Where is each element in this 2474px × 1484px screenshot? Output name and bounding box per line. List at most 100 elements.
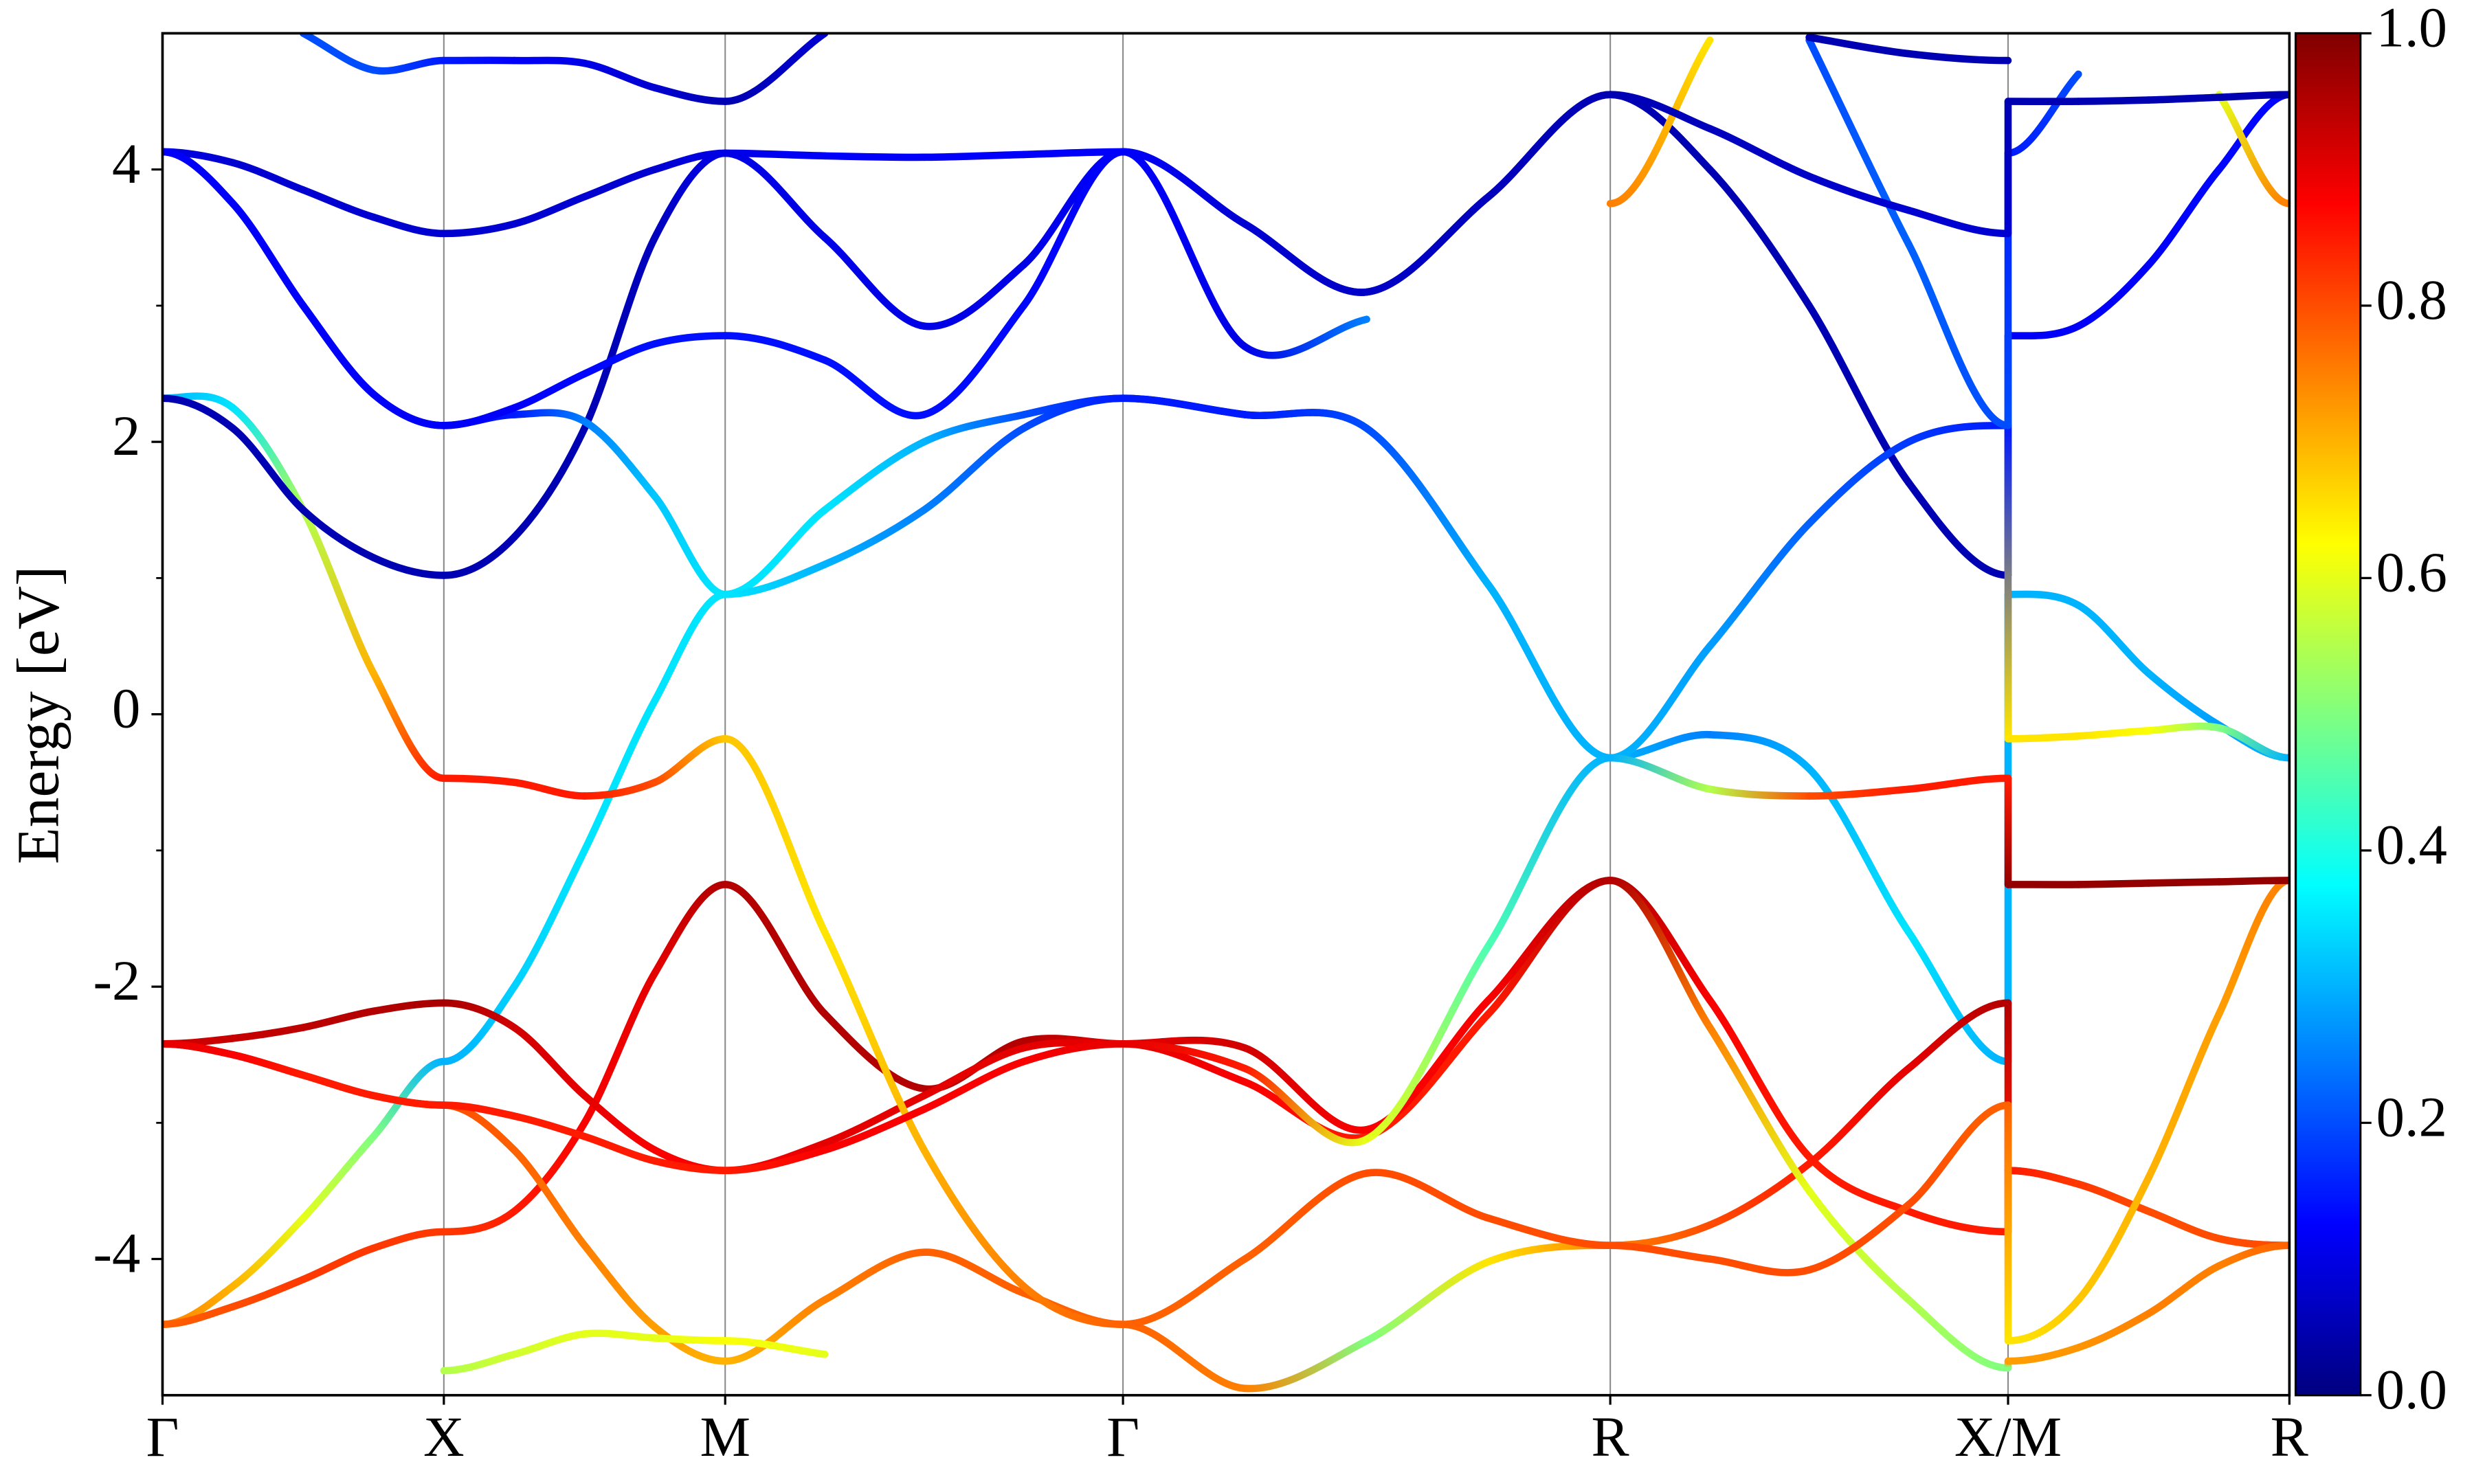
band-segment bbox=[1905, 999, 2012, 1072]
colorbar bbox=[2294, 32, 2362, 1397]
band-segment bbox=[721, 734, 829, 936]
band-segment bbox=[1606, 877, 1714, 1031]
band-segment bbox=[1241, 220, 1370, 296]
x-tick-label: X bbox=[423, 1405, 465, 1468]
band-segment bbox=[1905, 1207, 2012, 1236]
band-segment bbox=[821, 928, 928, 1154]
band-segment bbox=[299, 186, 377, 221]
band-segment bbox=[651, 1323, 729, 1365]
band-segment bbox=[1241, 315, 1370, 359]
band-segment bbox=[651, 590, 729, 705]
band-segment bbox=[581, 697, 659, 855]
band-segment bbox=[510, 1024, 588, 1099]
band-segment bbox=[1484, 91, 1614, 201]
band-segment bbox=[1905, 928, 2012, 1066]
colorbar-tick-label: 0.6 bbox=[2376, 540, 2447, 603]
band-segment bbox=[440, 533, 518, 579]
band-segment bbox=[370, 669, 448, 783]
band-segment bbox=[1241, 1169, 1370, 1263]
band-segment bbox=[1119, 1320, 1249, 1393]
band-segment bbox=[1706, 124, 1813, 180]
band-segment bbox=[1706, 731, 1813, 773]
band-segment bbox=[651, 84, 729, 105]
band-segment bbox=[821, 1248, 928, 1304]
x-tick-label: Γ bbox=[146, 1405, 179, 1468]
band-segment bbox=[440, 982, 518, 1066]
band-segment bbox=[1363, 1258, 1493, 1345]
band-segment bbox=[2004, 590, 2082, 609]
band-segment bbox=[2145, 1262, 2223, 1318]
band-segment bbox=[821, 1092, 928, 1147]
band-segment bbox=[1905, 479, 2012, 579]
band-segment bbox=[1484, 754, 1614, 949]
band-segment bbox=[1905, 1296, 2012, 1372]
band-segment bbox=[1805, 438, 1913, 528]
band-segment bbox=[721, 1146, 829, 1174]
band-segment bbox=[581, 166, 659, 201]
band-segment bbox=[1905, 1101, 2012, 1208]
band-segment bbox=[510, 1146, 588, 1250]
band-segment bbox=[1484, 877, 1614, 1004]
band-segment bbox=[1805, 1200, 1913, 1274]
grid bbox=[161, 33, 2291, 1395]
band-segment bbox=[440, 774, 518, 787]
band-segment bbox=[581, 1329, 659, 1342]
band-segment bbox=[1905, 422, 2012, 446]
band-segment bbox=[920, 302, 1027, 418]
band-segment bbox=[1020, 394, 1127, 432]
band-segment bbox=[1363, 942, 1493, 1143]
band-segment bbox=[510, 1330, 588, 1358]
band-segment bbox=[370, 390, 448, 429]
band-segment bbox=[1241, 1044, 1370, 1134]
band-segment bbox=[651, 1157, 729, 1174]
band-segment bbox=[1706, 1255, 1813, 1277]
band-segment bbox=[229, 1214, 307, 1290]
band-segment bbox=[821, 506, 928, 568]
band-segment bbox=[1363, 1169, 1493, 1222]
band-segment bbox=[370, 999, 448, 1015]
band-segment bbox=[162, 1040, 237, 1059]
band-segment bbox=[440, 404, 518, 429]
x-tick-label: X/M bbox=[1954, 1405, 2062, 1468]
band-segment bbox=[581, 1092, 659, 1154]
band-segment bbox=[440, 1350, 518, 1375]
band-segment bbox=[920, 411, 1027, 446]
band-segment bbox=[2004, 732, 2082, 743]
band-segment bbox=[229, 1024, 307, 1042]
band-segment bbox=[1805, 765, 1913, 936]
band-segment bbox=[651, 734, 729, 787]
band-segment bbox=[1119, 148, 1249, 350]
band-segment bbox=[1484, 1214, 1614, 1250]
band-segment bbox=[721, 149, 829, 242]
band-segment bbox=[2215, 877, 2290, 1018]
band-segment bbox=[2075, 96, 2152, 105]
band-segment bbox=[1020, 1040, 1127, 1066]
band-segment bbox=[920, 261, 1027, 330]
band-segment bbox=[1805, 34, 1913, 58]
band-segment bbox=[299, 1071, 377, 1099]
y-axis-label: Energy [eV] bbox=[5, 566, 71, 864]
x-tick-label: R bbox=[2271, 1405, 2309, 1468]
band-segment bbox=[162, 148, 237, 207]
band-segment bbox=[510, 425, 588, 541]
band-segment bbox=[229, 1275, 307, 1311]
band-segment bbox=[2145, 669, 2223, 729]
band-segment bbox=[162, 394, 237, 432]
band-segment bbox=[299, 1007, 377, 1031]
band-segment bbox=[581, 1241, 659, 1331]
band-segment bbox=[920, 1057, 1027, 1113]
band-segment bbox=[920, 425, 1027, 514]
y-tick-label: 0 bbox=[112, 676, 140, 739]
x-tick-label: M bbox=[700, 1405, 750, 1468]
band-segment bbox=[2075, 1173, 2152, 1304]
band-segment bbox=[229, 404, 307, 514]
band-segment bbox=[440, 220, 518, 238]
band-segment bbox=[721, 332, 829, 364]
band-segment bbox=[370, 554, 448, 579]
band-segment bbox=[1805, 302, 1913, 486]
band-segment bbox=[721, 1337, 829, 1358]
band-segment bbox=[721, 1296, 829, 1365]
band-segment bbox=[299, 1244, 377, 1283]
band-segment bbox=[920, 1248, 1027, 1297]
